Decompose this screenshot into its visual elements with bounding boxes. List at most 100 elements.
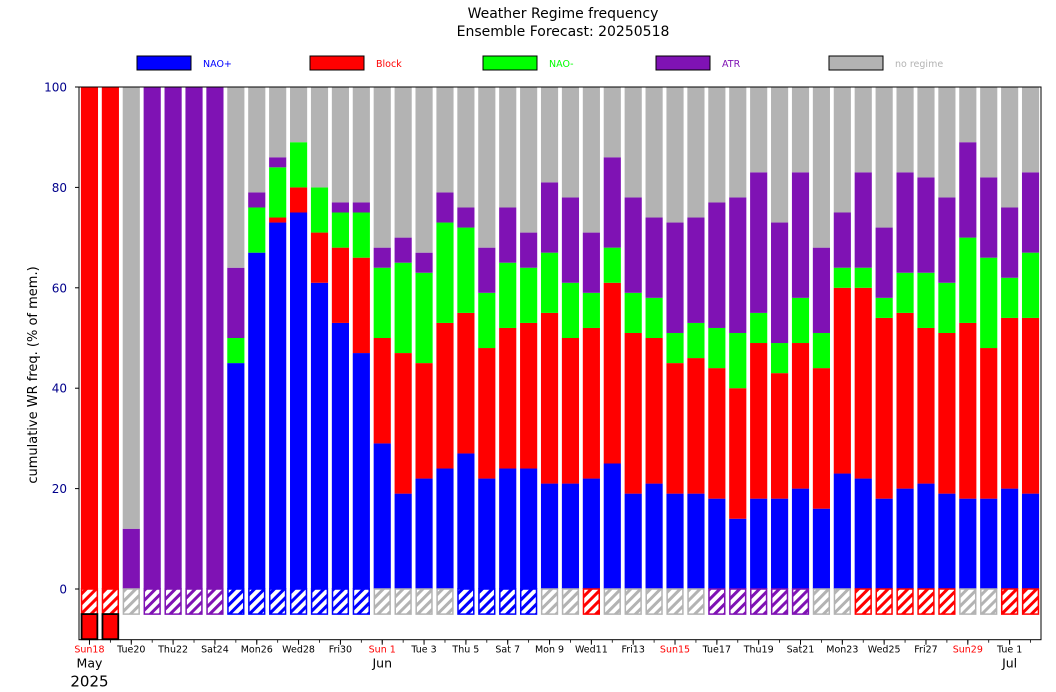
dominant-regime-cell xyxy=(938,588,956,615)
bar-segment xyxy=(499,327,517,469)
bar-segment xyxy=(185,87,203,589)
bar-segment xyxy=(938,197,956,283)
observed-regime-cell xyxy=(80,613,99,641)
bar-segment xyxy=(875,227,893,298)
bar-segment xyxy=(248,87,266,193)
dominant-regime-cell xyxy=(101,588,120,615)
bar-segment xyxy=(394,237,412,263)
dominant-regime-cell xyxy=(436,588,454,615)
x-tick-label: Fri30 xyxy=(329,645,352,656)
bar-segment xyxy=(394,353,412,494)
bar-segment xyxy=(582,292,600,328)
bar-segment xyxy=(561,282,580,338)
bar-segment xyxy=(666,332,684,364)
dominant-regime-cell xyxy=(875,588,893,615)
bar-segment xyxy=(708,498,726,589)
bar-segment xyxy=(750,498,768,589)
legend-swatch xyxy=(309,55,365,71)
bar-segment xyxy=(666,87,684,223)
month-label: May xyxy=(77,656,103,671)
bar-segment xyxy=(917,483,935,589)
bar-segment xyxy=(896,172,914,273)
bar-segment xyxy=(666,363,684,494)
x-tick-label: Thu 5 xyxy=(451,645,479,656)
bar-segment xyxy=(729,518,747,589)
bar-segment xyxy=(771,343,789,374)
legend-swatch xyxy=(136,55,192,71)
bar-segment xyxy=(520,87,538,233)
bar-segment xyxy=(478,87,496,248)
x-tick-label: Sat 7 xyxy=(495,645,520,656)
bar-segment xyxy=(959,237,977,323)
bar-segment xyxy=(750,172,768,313)
bar-segment xyxy=(645,87,663,218)
x-tick-label: Tue17 xyxy=(702,645,731,656)
bar-segment xyxy=(561,197,580,283)
legend-label: NAO+ xyxy=(203,59,232,70)
dominant-regime-cell xyxy=(540,588,559,615)
dominant-regime-cell xyxy=(331,588,350,615)
bar-segment xyxy=(310,232,329,283)
bar-segment xyxy=(331,212,349,248)
bar-segment xyxy=(750,87,768,173)
x-tick-label: Fri13 xyxy=(621,645,644,656)
bar-segment xyxy=(290,87,308,143)
dominant-regime-cell xyxy=(499,588,517,615)
bar-segment xyxy=(603,282,621,464)
dominant-regime-cell xyxy=(80,588,99,615)
bar-segment xyxy=(791,488,810,589)
bar-segment xyxy=(415,272,433,364)
bar-segment xyxy=(248,192,266,208)
bar-segment xyxy=(729,332,747,389)
bar-segment xyxy=(812,508,830,589)
bar-segment xyxy=(436,468,454,589)
bar-segment xyxy=(582,478,600,589)
dominant-regime-cell xyxy=(729,588,747,615)
bar-segment xyxy=(269,167,287,218)
bar-segment xyxy=(687,87,705,218)
x-tick-label: Wed25 xyxy=(868,645,901,656)
dominant-regime-cell xyxy=(519,588,538,615)
legend: NAO+ Block NAO- ATR no regime xyxy=(136,55,943,71)
dominant-regime-cell xyxy=(854,588,872,615)
dominant-regime-cell xyxy=(645,588,663,615)
bar-segment xyxy=(143,87,161,589)
bar-segment xyxy=(938,493,956,589)
dominant-regime-cell xyxy=(708,588,726,615)
bar-segment xyxy=(352,212,370,258)
bar-segment xyxy=(415,87,433,253)
bar-segment xyxy=(394,262,412,354)
bar-segment xyxy=(812,332,830,369)
bar-segment xyxy=(708,368,726,499)
x-tick-label: Wed11 xyxy=(575,645,608,656)
bar-segment xyxy=(875,498,893,589)
bar-segment xyxy=(708,87,726,203)
x-tick-label: Sat21 xyxy=(787,645,815,656)
bar-segment xyxy=(394,493,412,589)
bar-segment xyxy=(1001,277,1019,318)
bar-segment xyxy=(854,287,872,479)
bar-segment xyxy=(540,312,559,484)
dominant-regime-cell xyxy=(248,588,266,615)
bar-segment xyxy=(582,87,600,233)
dominant-regime-cell xyxy=(289,588,308,615)
bar-segment xyxy=(917,87,935,178)
bar-segment xyxy=(896,488,914,589)
y-tick-label: 40 xyxy=(52,382,67,396)
y-tick-label: 0 xyxy=(59,583,67,597)
bar-segment xyxy=(896,87,914,173)
bar-segment xyxy=(750,312,768,344)
bar-segment xyxy=(854,267,872,288)
y-axis-label: cumulative WR freq. (% of mem.) xyxy=(26,266,41,483)
bar-segment xyxy=(624,292,642,333)
bar-segment xyxy=(415,252,433,273)
dominant-regime-cell xyxy=(352,588,370,615)
dominant-regime-cell xyxy=(980,588,998,615)
y-tick-label: 20 xyxy=(52,482,67,496)
bar-segment xyxy=(1001,317,1019,489)
bar-segment xyxy=(875,87,893,228)
bar-segment xyxy=(875,317,893,499)
x-tick-label: Wed28 xyxy=(282,645,315,656)
x-tick-label: Thu22 xyxy=(157,645,188,656)
